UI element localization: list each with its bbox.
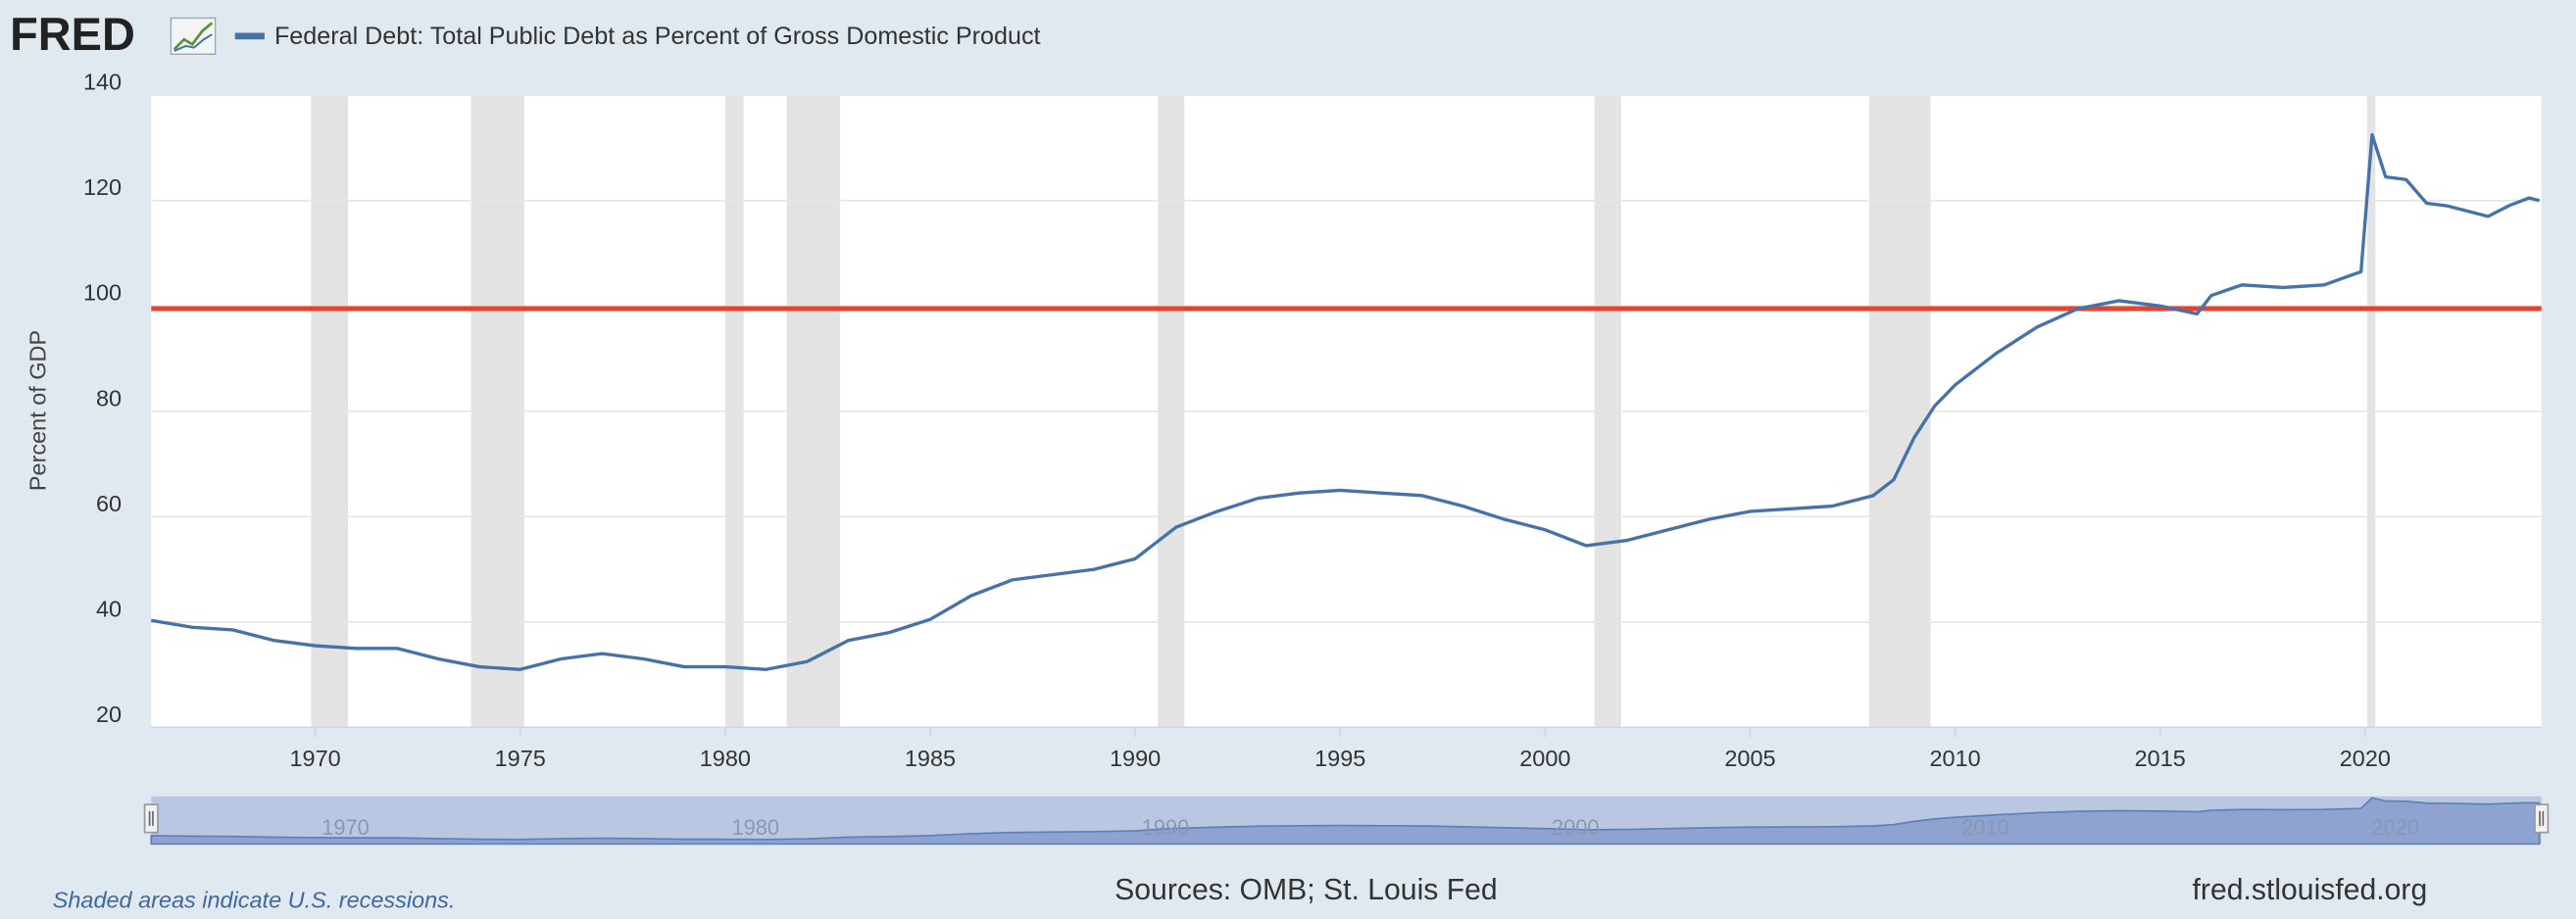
y-tick-label: 100 (83, 280, 122, 306)
x-tick-label: 2020 (2340, 746, 2391, 771)
y-tick-label: 80 (96, 385, 122, 411)
x-tick-label: 2000 (1519, 746, 1570, 771)
x-tick-label: 1985 (905, 746, 956, 771)
x-tick-label: 1975 (495, 746, 546, 771)
navigator-handle[interactable] (143, 803, 159, 834)
y-tick-label: 140 (83, 70, 122, 95)
y-tick-label: 120 (83, 174, 122, 200)
navigator-label: 1980 (732, 815, 779, 840)
logo: FRED (10, 9, 135, 60)
x-tick-label: 2015 (2135, 746, 2186, 771)
sources: Sources: OMB; St. Louis Fed (1115, 874, 1498, 906)
recession-note: Shaded areas indicate U.S. recessions. (53, 887, 456, 912)
x-tick-label: 2010 (1930, 746, 1981, 771)
logo-icon (170, 17, 217, 55)
legend-label: Federal Debt: Total Public Debt as Perce… (274, 23, 1041, 50)
navigator-label: 2000 (1552, 815, 1599, 840)
y-tick-label: 40 (96, 596, 122, 621)
navigator-label: 1970 (322, 815, 369, 840)
navigator-label: 1990 (1142, 815, 1189, 840)
x-tick-label: 1980 (700, 746, 751, 771)
navigator-handle[interactable] (2534, 803, 2550, 834)
y-tick-label: 20 (96, 701, 122, 727)
site-link[interactable]: fred.stlouisfed.org (2193, 874, 2428, 906)
x-tick-label: 1970 (289, 746, 340, 771)
navigator-label: 2020 (2372, 815, 2419, 840)
navigator-label: 2010 (1961, 815, 2008, 840)
x-tick-label: 2005 (1724, 746, 1775, 771)
x-tick-label: 1990 (1110, 746, 1161, 771)
y-tick-label: 60 (96, 491, 122, 516)
navigator-area (150, 797, 2541, 846)
y-axis-label: Percent of GDP (25, 330, 51, 491)
series-line (151, 132, 2541, 671)
x-tick-label: 1995 (1314, 746, 1365, 771)
